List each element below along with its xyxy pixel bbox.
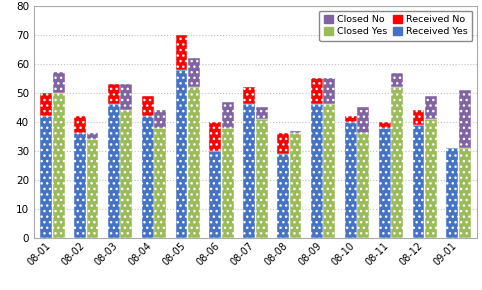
Bar (391, 87, 403, 238)
Bar (413, 125, 424, 238)
Bar (243, 104, 255, 238)
Bar (446, 148, 458, 238)
Bar (74, 116, 86, 133)
Bar (87, 133, 98, 139)
Bar (209, 151, 221, 238)
Bar (74, 133, 86, 238)
Bar (209, 122, 221, 151)
Bar (425, 96, 437, 119)
Bar (175, 35, 187, 70)
Bar (311, 104, 323, 238)
Bar (323, 78, 335, 104)
Bar (222, 102, 234, 128)
Bar (277, 133, 289, 154)
Bar (290, 130, 302, 133)
Bar (188, 87, 200, 238)
Bar (108, 84, 120, 104)
Bar (188, 58, 200, 87)
Bar (256, 107, 268, 119)
Bar (357, 107, 369, 133)
Bar (256, 119, 268, 238)
Bar (142, 96, 154, 116)
Bar (345, 116, 357, 122)
Bar (459, 90, 471, 148)
Bar (154, 128, 166, 238)
Bar (154, 110, 166, 128)
Bar (357, 133, 369, 238)
Bar (290, 133, 302, 238)
Bar (53, 93, 65, 238)
Bar (53, 72, 65, 93)
Bar (391, 72, 403, 87)
Bar (379, 122, 390, 128)
Bar (142, 116, 154, 238)
Bar (379, 128, 390, 238)
Bar (413, 110, 424, 125)
Bar (323, 104, 335, 238)
Bar (120, 110, 132, 238)
Bar (243, 87, 255, 104)
Bar (87, 139, 98, 238)
Bar (222, 128, 234, 238)
Bar (425, 119, 437, 238)
Bar (345, 122, 357, 238)
Legend: Closed No, Closed Yes, Received No, Received Yes: Closed No, Closed Yes, Received No, Rece… (319, 10, 472, 41)
Bar (40, 93, 52, 116)
Bar (175, 70, 187, 238)
Bar (311, 78, 323, 104)
Bar (459, 148, 471, 238)
Bar (277, 154, 289, 238)
Bar (108, 104, 120, 238)
Bar (120, 84, 132, 110)
Bar (40, 116, 52, 238)
